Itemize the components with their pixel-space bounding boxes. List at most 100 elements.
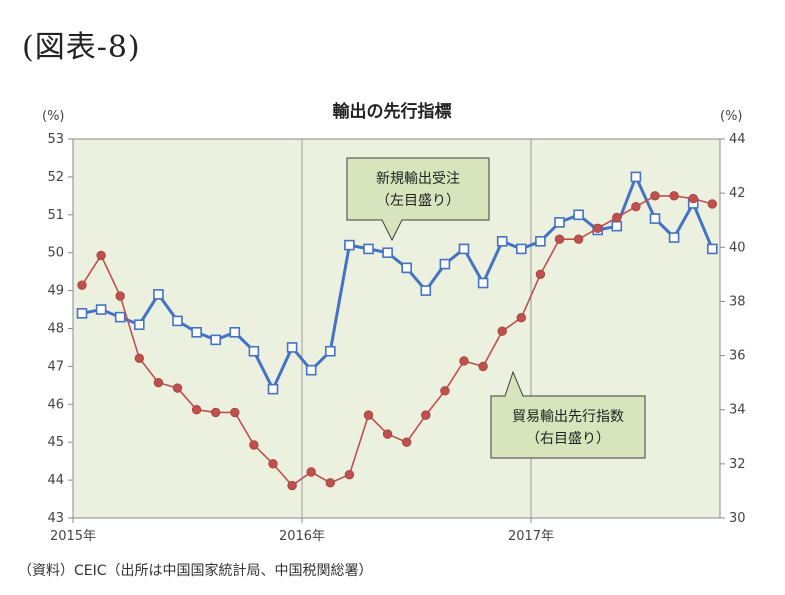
series-1-point — [134, 319, 145, 331]
series-2-point — [535, 269, 546, 280]
series-2-point — [153, 377, 164, 388]
series-2-point — [459, 356, 469, 366]
left-tick-label: 48 — [47, 322, 64, 337]
series-2-point — [96, 250, 106, 261]
series-1-point — [535, 236, 546, 247]
right-axis-unit: (%) — [720, 109, 743, 124]
series-1-point — [515, 243, 527, 255]
series-1-point — [458, 243, 470, 255]
series-1-point — [496, 236, 508, 247]
series-2-point — [344, 469, 355, 480]
left-tick-label: 43 — [47, 511, 64, 526]
right-tick-label: 38 — [729, 294, 746, 309]
series-2-point — [287, 480, 297, 491]
left-tick-label: 52 — [47, 170, 64, 185]
series-2-point — [516, 312, 527, 323]
series-line-2 — [81, 195, 713, 487]
callout-label: （左目盛り） — [376, 193, 460, 209]
series-1-point — [363, 243, 374, 255]
series-1-point — [649, 213, 661, 224]
series-2-point — [688, 193, 698, 204]
series-2-point — [172, 383, 183, 393]
right-tick-label: 36 — [729, 349, 746, 364]
series-2-point — [650, 191, 660, 201]
left-tick-label: 47 — [47, 359, 64, 374]
series-2-point — [478, 361, 488, 372]
callout-label: （右目盛り） — [526, 431, 610, 447]
series-2-point — [612, 212, 622, 223]
series-1-point — [191, 326, 202, 338]
series-1-point — [305, 364, 317, 376]
series-2-point — [191, 405, 202, 415]
left-axis-unit: (%) — [42, 109, 65, 124]
series-2-point — [382, 429, 393, 439]
series-1-point — [210, 334, 221, 346]
series-2-point — [440, 386, 450, 396]
series-2-point — [554, 234, 565, 244]
series-1-point — [76, 308, 88, 319]
right-tick-label: 42 — [729, 186, 746, 201]
series-1-point — [95, 304, 107, 315]
series-1-point — [477, 277, 489, 289]
right-tick-label: 34 — [729, 403, 746, 418]
series-1-point — [401, 262, 413, 274]
series-1-point — [630, 171, 642, 183]
series-2-point — [497, 326, 507, 336]
series-1-point — [324, 345, 336, 357]
series-1-point — [229, 326, 241, 338]
x-tick-label: 2017年 — [508, 529, 554, 544]
left-tick-label: 49 — [47, 284, 64, 299]
left-tick-label: 44 — [47, 473, 64, 488]
series-2-point — [306, 467, 316, 477]
series-2-point — [77, 280, 87, 290]
right-tick-label: 30 — [729, 511, 746, 526]
callout-box-2 — [490, 370, 646, 459]
series-2-point — [210, 407, 221, 418]
series-1-point — [267, 383, 279, 395]
series-2-point — [325, 478, 336, 488]
series-2-point — [134, 353, 145, 363]
series-1-point — [248, 345, 260, 357]
series-2-point — [230, 407, 240, 418]
chart-title: 輸出の先行指標 — [333, 101, 452, 122]
callout-box-1 — [346, 157, 490, 242]
series-1-point — [668, 232, 680, 243]
left-tick-label: 46 — [47, 397, 64, 412]
x-tick-label: 2016年 — [279, 529, 325, 544]
series-1-point — [706, 243, 718, 255]
left-tick-label: 51 — [47, 208, 64, 223]
series-1-point — [286, 342, 298, 353]
series-2-point — [249, 440, 259, 450]
right-tick-label: 40 — [729, 240, 746, 255]
series-2-point — [573, 234, 584, 244]
series-line-1 — [81, 173, 714, 393]
series-1-point — [554, 217, 565, 228]
series-2-point — [631, 201, 641, 212]
series-2-point — [115, 291, 125, 301]
series-1-point — [382, 247, 393, 258]
left-tick-label: 45 — [47, 435, 64, 450]
series-1-point — [153, 289, 164, 300]
source-note: （資料）CEIC（出所は中国国家統計局、中国税関総署） — [18, 563, 373, 579]
callout-label: 貿易輸出先行指数 — [512, 409, 624, 425]
right-tick-label: 32 — [729, 457, 746, 472]
series-1-point — [611, 220, 623, 232]
figure-label: (図表-8) — [22, 30, 141, 65]
series-1-point — [439, 258, 451, 270]
series-2-point — [421, 410, 431, 420]
right-tick-label: 44 — [729, 132, 746, 147]
left-tick-label: 50 — [47, 246, 64, 261]
series-2-point — [402, 437, 412, 447]
series-1-point — [114, 311, 126, 323]
series-2-point — [363, 410, 374, 420]
series-1-point — [344, 239, 355, 251]
series-2-point — [669, 191, 679, 201]
x-tick-label: 2015年 — [50, 529, 96, 544]
callout-label: 新規輸出受注 — [376, 171, 460, 187]
series-2-point — [707, 199, 718, 209]
series-2-point — [268, 459, 278, 469]
series-1-point — [172, 315, 183, 327]
series-1-point — [573, 209, 584, 221]
series-2-point — [593, 223, 603, 234]
